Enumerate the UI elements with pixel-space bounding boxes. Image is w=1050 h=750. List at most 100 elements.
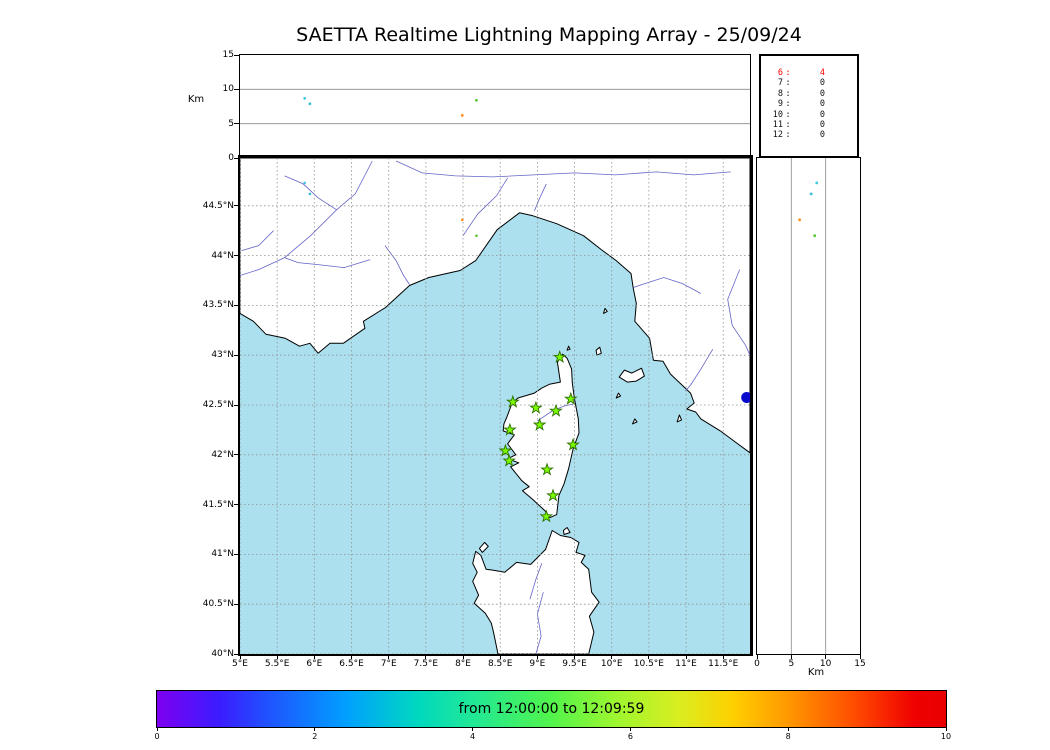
lat-tick-label: 41.5°N — [202, 499, 234, 510]
lon-tick-label: 6°E — [306, 659, 323, 669]
tick-mark — [611, 654, 613, 659]
tick-mark — [790, 654, 792, 659]
station-count-value: 0 — [819, 109, 825, 120]
station-star — [505, 394, 520, 408]
station-star — [539, 509, 554, 523]
lightning-source-dot — [308, 192, 312, 196]
lon-tick-label: 8°E — [455, 659, 471, 669]
station-count-hours: 10 — [772, 109, 783, 120]
altitude-tick-label: 0 — [754, 659, 760, 669]
station-count-value: 0 — [819, 78, 825, 89]
lightning-source-dot — [460, 114, 464, 117]
tick-mark — [825, 654, 827, 659]
tick-mark — [859, 654, 861, 659]
altitude-tick-label: 15 — [854, 659, 866, 669]
colorbar-tick-label: 6 — [627, 732, 633, 741]
station-star — [502, 453, 516, 467]
colon: : — [785, 109, 791, 120]
station-star — [563, 391, 578, 405]
station-count-row: 7: 0 — [761, 78, 857, 88]
coastline — [502, 353, 580, 519]
river — [240, 160, 373, 276]
station-star — [503, 422, 517, 436]
station-star — [549, 403, 563, 417]
altitude-latitude-panel — [756, 157, 861, 655]
station-count-hours: 12 — [772, 130, 783, 141]
lat-tick-label: 42.5°N — [202, 400, 234, 410]
river — [535, 592, 544, 654]
tick-mark — [313, 654, 315, 659]
lon-tick-label: 10°E — [600, 659, 623, 669]
lat-tick-label: 40.5°N — [202, 599, 234, 610]
lightning-source-dot — [303, 181, 306, 185]
tick-mark — [156, 728, 158, 731]
coastline — [240, 158, 750, 454]
lake — [741, 392, 750, 403]
altitude-tick-label: 0 — [228, 153, 234, 163]
lat-tick-label: 43.5°N — [202, 300, 234, 311]
station-count-hours: 9 — [777, 99, 783, 110]
station-star — [540, 462, 554, 476]
tick-mark — [234, 123, 239, 125]
lightning-source-dot — [815, 181, 819, 185]
tick-mark — [756, 654, 758, 659]
lon-tick-label: 8.5°E — [487, 659, 513, 669]
lightning-source-dot — [461, 218, 464, 222]
tick-mark — [234, 157, 239, 159]
station-count-panel: 6: 4 7: 0 8: 0 9: 0 10: 0 11: 0 12: 0 — [759, 54, 859, 158]
station-count-row: 11: 0 — [761, 120, 857, 130]
station-count-value: 0 — [819, 130, 825, 141]
river — [384, 245, 410, 285]
tick-mark — [234, 205, 239, 207]
tick-mark — [388, 654, 390, 659]
station-count-row: 9: 0 — [761, 99, 857, 109]
tick-mark — [239, 654, 241, 659]
time-colorbar: from 12:00:00 to 12:09:59 — [156, 690, 947, 728]
tick-mark — [574, 654, 576, 659]
coastline — [472, 530, 600, 654]
coastline — [566, 345, 571, 351]
tick-mark — [425, 654, 427, 659]
lat-tick-label: 42°N — [211, 449, 234, 460]
colon: : — [785, 120, 791, 131]
river — [633, 277, 702, 294]
coastline — [478, 541, 489, 553]
station-count-hours: 8 — [777, 88, 783, 99]
altitude-tick-label: 10 — [819, 659, 832, 669]
tick-mark — [536, 654, 538, 659]
lon-tick-label: 10.5°E — [633, 659, 664, 669]
tick-mark — [351, 654, 353, 659]
altitude-tick-label: 15 — [222, 50, 234, 60]
station-star — [552, 350, 567, 364]
station-count-row: 10: 0 — [761, 110, 857, 120]
tick-mark — [234, 504, 239, 506]
lon-tick-label: 5°E — [232, 659, 248, 669]
river — [534, 183, 547, 211]
lon-tick-label: 5.5°E — [264, 659, 290, 669]
lon-tick-label: 7.5°E — [413, 659, 439, 669]
tick-mark — [234, 54, 239, 56]
lon-tick-label: 9°E — [529, 659, 546, 669]
altitude-tick-label: 10 — [222, 84, 234, 95]
station-count-row: 6: 4 — [761, 68, 857, 78]
station-count-row: 8: 0 — [761, 89, 857, 99]
tick-mark — [234, 603, 239, 605]
station-count-hours: 6 — [777, 68, 783, 78]
station-star — [498, 443, 513, 457]
colorbar-label: from 12:00:00 to 12:09:59 — [458, 701, 645, 717]
station-count-row: 12: 0 — [761, 130, 857, 140]
river — [284, 257, 371, 269]
colon: : — [785, 130, 791, 141]
lightning-source-dot — [303, 96, 307, 100]
station-star — [529, 400, 543, 414]
river — [684, 348, 714, 392]
tick-mark — [234, 88, 239, 90]
lon-tick-label: 11°E — [675, 659, 697, 669]
lightning-source-dot — [809, 192, 813, 196]
tick-mark — [787, 728, 789, 731]
lat-tick-label: 44°N — [211, 250, 234, 261]
station-star — [546, 488, 560, 502]
river — [529, 563, 543, 600]
altitude-tick-label: 5 — [788, 659, 795, 669]
